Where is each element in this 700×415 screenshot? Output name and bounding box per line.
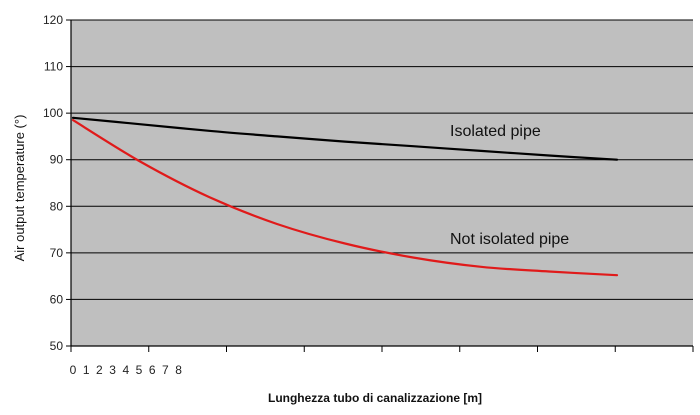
x-tick-label-0: 0 [70,363,77,377]
x-tick-label-7: 7 [162,363,169,377]
series-line-not-isolated-pipe [71,119,619,277]
data-point-isolated-pipe-2 [208,130,210,132]
y-tick-label-80: 80 [50,199,64,213]
x-tick-label-2: 2 [96,363,103,377]
axes [70,20,693,347]
data-point-not-isolated-pipe-2 [208,196,210,198]
data-point-isolated-pipe-0 [72,117,74,119]
y-axis-label: Air output temperature (°) [12,115,27,262]
data-point-isolated-pipe-3 [276,135,278,137]
y-tick-label-110: 110 [44,60,63,74]
y-tick-label-90: 90 [50,153,64,167]
data-point-not-isolated-pipe-8 [616,274,618,276]
data-point-isolated-pipe-1 [140,123,142,125]
series-label-isolated-pipe: Isolated pipe [450,123,541,140]
y-axis-ticks: 50 60 70 80 90 100 110 120 [43,13,71,353]
data-point-not-isolated-pipe-4 [344,243,346,245]
x-tick-label-4: 4 [122,363,129,377]
y-tick-label-70: 70 [50,246,64,260]
data-point-isolated-pipe-5 [412,145,414,147]
y-tick-label-50: 50 [50,339,64,353]
x-tick-label-6: 6 [149,363,156,377]
plot-area [71,20,693,346]
gridlines [71,19,693,300]
data-point-isolated-pipe-6 [480,150,482,152]
data-point-isolated-pipe-4 [344,141,346,143]
series-label-not-isolated-pipe: Not isolated pipe [450,231,569,248]
x-tick-label-3: 3 [109,363,116,377]
data-point-not-isolated-pipe-5 [412,257,414,259]
series-line-isolated-pipe [71,116,619,161]
data-point-isolated-pipe-7 [548,155,550,157]
y-tick-label-60: 60 [50,292,64,306]
x-tick-label-1: 1 [83,363,90,377]
data-point-not-isolated-pipe-3 [276,223,278,225]
data-point-not-isolated-pipe-1 [140,161,142,163]
y-tick-label-100: 100 [43,106,63,120]
data-point-not-isolated-pipe-7 [548,271,550,273]
data-point-not-isolated-pipe-0 [72,119,74,121]
x-tick-label-8: 8 [175,363,182,377]
x-tick-label-5: 5 [136,363,143,377]
data-point-not-isolated-pipe-6 [480,266,482,268]
x-axis-label: Lunghezza tubo di canalizzazione [m] [268,391,482,405]
series-group [71,116,619,277]
data-point-isolated-pipe-8 [616,159,618,161]
y-tick-label-120: 120 [43,13,63,27]
